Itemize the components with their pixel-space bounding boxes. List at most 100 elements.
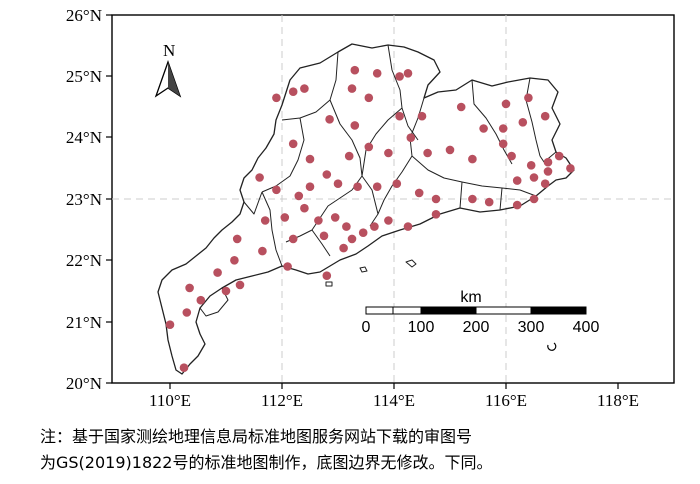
station-point [232,234,242,244]
x-label-116: 116°E [485,391,527,410]
station-point [260,216,270,225]
y-axis-labels: 26°N 25°N 24°N 23°N 22°N 21°N 20°N [66,6,102,393]
station-point [372,69,382,78]
scale-tick-400: 400 [573,319,600,336]
station-point [498,139,508,149]
station-point [445,145,455,155]
y-axis [106,14,112,384]
station-point [325,115,334,124]
station-point [353,182,362,191]
station-point [300,84,309,93]
mainland-outline [157,43,575,375]
north-arrow-label: N [163,41,175,60]
station-point [288,234,298,244]
station-point [196,295,206,305]
station-point [333,179,343,188]
station-point [288,87,298,96]
scale-seg-2 [392,306,422,315]
x-label-114: 114°E [373,391,415,410]
scale-tick-300: 300 [518,319,545,336]
station-point [524,93,533,103]
x-axis-labels: 110°E 112°E 114°E 116°E 118°E [149,391,639,410]
station-point [350,121,360,130]
station-point [294,191,304,201]
station-point [554,151,564,161]
y-label-26: 26°N [66,6,102,25]
x-label-112: 112°E [261,391,303,410]
station-point [403,69,413,78]
station-point [518,118,528,127]
station-point [314,216,323,225]
station-point [344,151,354,161]
station-point [384,216,393,225]
station-point [258,246,267,256]
station-point [322,271,332,281]
guangdong-station-map: N km 0 100 200 300 400 26°N 25°N 24°N 23… [66,6,675,410]
station-point [403,222,413,231]
station-point [288,139,298,149]
station-point [305,182,315,191]
map-footnote: 注：基于国家测绘地理信息局标准地图服务网站下载的审图号 为GS(2019)182… [40,424,680,476]
station-point [347,84,357,93]
north-arrow-shade [168,62,180,96]
station-point [526,161,536,170]
station-point [431,194,441,204]
station-point [540,111,550,121]
station-point [456,102,466,112]
station-point [417,111,427,121]
station-point [347,234,357,244]
footnote-line-1: 注：基于国家测绘地理信息局标准地图服务网站下载的审图号 [40,427,473,446]
station-point [498,124,508,133]
scale-tick-0: 0 [362,319,371,336]
y-label-23: 23°N [66,190,102,209]
y-label-20: 20°N [66,374,102,393]
station-point [540,179,550,188]
station-point [414,188,424,198]
scale-seg-1 [365,306,394,315]
station-point [330,213,340,222]
x-label-110: 110°E [149,391,191,410]
station-point [384,148,393,158]
station-point [255,173,264,182]
station-point [179,363,189,373]
station-point [395,72,404,81]
station-point [543,167,553,176]
station-point [213,268,222,277]
station-point [507,151,516,161]
station-point [221,286,231,296]
station-point [358,228,368,237]
station-point [339,243,348,253]
scale-bar: km 0 100 200 300 400 [362,289,600,351]
y-label-21: 21°N [66,313,102,332]
station-point [406,133,416,142]
station-point [230,255,239,265]
north-arrow: N [154,41,182,98]
station-point [364,142,374,152]
station-point [431,210,441,219]
y-label-22: 22°N [66,251,102,270]
footnote-line-2: 为GS(2019)1822号的标准地图制作，底图边界无修改。下同。 [40,453,493,472]
station-point [283,262,292,271]
y-label-24: 24°N [66,128,102,147]
station-point [305,154,315,164]
station-point [512,176,522,185]
station-point [370,222,379,231]
station-point [372,182,382,191]
station-point [484,197,494,207]
scale-seg-5 [530,306,587,315]
x-axis [169,383,619,389]
stations-layer [165,65,575,373]
station-point [300,203,309,213]
station-point [566,164,575,173]
station-point [392,179,402,188]
scale-tick-200: 200 [463,319,490,336]
island-outline [325,259,417,287]
station-point [529,194,539,204]
station-point [512,200,522,210]
station-point [235,280,245,290]
station-point [468,154,477,164]
station-point [182,308,192,317]
station-point [350,65,360,75]
station-point [543,157,553,167]
station-point [272,93,281,103]
